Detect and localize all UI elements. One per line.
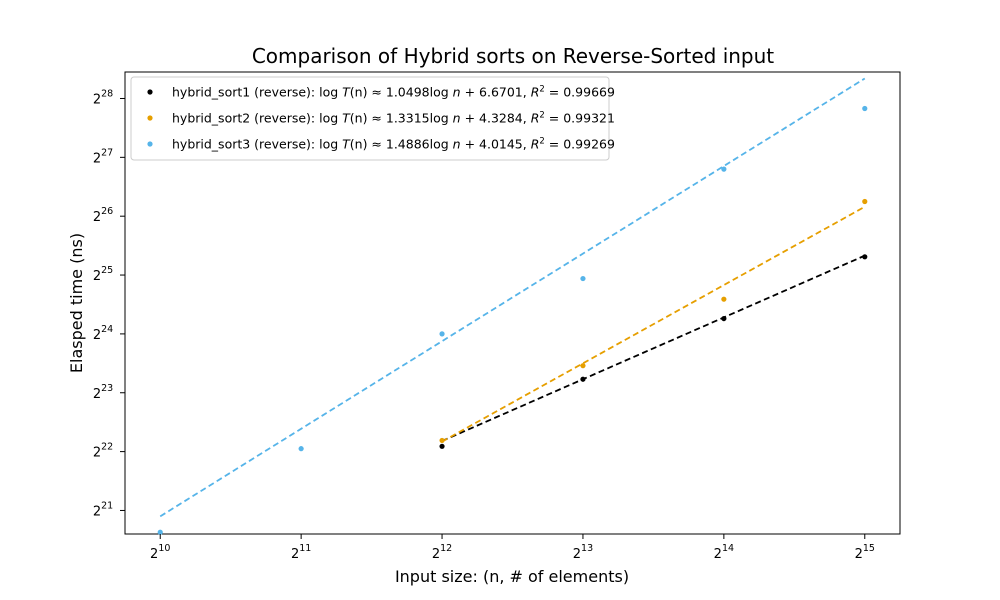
data-point-series-2 <box>580 363 586 369</box>
fit-line-series-2 <box>441 205 866 443</box>
y-tick-label: 221 <box>93 500 113 519</box>
data-point-series-3 <box>157 529 163 535</box>
y-tick-label: 222 <box>93 442 113 461</box>
data-point-series-3 <box>439 331 445 337</box>
data-point-series-1 <box>439 443 445 449</box>
legend: hybrid_sort1 (reverse): log T(n) ≈ 1.049… <box>130 76 615 161</box>
y-tick-label: 226 <box>93 206 113 225</box>
y-tick-label: 224 <box>93 324 113 343</box>
x-tick-label: 213 <box>573 543 593 562</box>
y-axis-label: Elasped time (ns) <box>67 233 86 373</box>
y-tick-label: 227 <box>93 147 113 166</box>
y-axis-ticks: 221 222 223 224 225 226 227 228 <box>93 88 125 519</box>
legend-marker-series-2 <box>147 115 153 121</box>
x-tick-label: 215 <box>855 543 875 562</box>
data-point-series-3 <box>580 275 586 282</box>
data-point-series-1 <box>721 315 727 322</box>
data-points <box>157 105 868 535</box>
data-point-series-1 <box>862 254 868 260</box>
fit-lines <box>159 77 866 518</box>
x-axis-ticks: 210 211 212 213 214 215 <box>150 534 875 562</box>
x-axis-label: Input size: (n, # of elements) <box>395 567 629 586</box>
legend-marker-series-3 <box>147 141 153 147</box>
data-point-series-2 <box>439 437 445 444</box>
x-tick-label: 212 <box>432 543 452 562</box>
legend-box <box>130 76 610 161</box>
y-tick-label: 228 <box>93 88 113 107</box>
fit-line-series-1 <box>441 254 866 442</box>
fit-line-series-3 <box>159 77 866 518</box>
data-point-series-2 <box>721 296 727 302</box>
data-point-series-3 <box>721 166 727 172</box>
plot-frame <box>124 71 901 535</box>
data-point-series-3 <box>298 446 304 452</box>
chart-title: Comparison of Hybrid sorts on Reverse-So… <box>252 44 774 68</box>
y-tick-label: 225 <box>93 265 113 284</box>
data-point-series-2 <box>862 198 868 205</box>
legend-label-series-1: hybrid_sort1 (reverse): log T(n) ≈ 1.049… <box>172 85 615 100</box>
legend-label-series-3: hybrid_sort3 (reverse): log T(n) ≈ 1.488… <box>172 137 615 152</box>
data-point-series-1 <box>580 376 586 382</box>
x-tick-label: 211 <box>291 543 311 562</box>
data-point-series-3 <box>862 105 868 112</box>
y-tick-label: 223 <box>93 383 113 402</box>
x-tick-label: 214 <box>714 543 734 562</box>
legend-label-series-2: hybrid_sort2 (reverse): log T(n) ≈ 1.331… <box>172 111 615 126</box>
x-tick-label: 210 <box>150 543 170 562</box>
legend-marker-series-1 <box>147 89 153 95</box>
